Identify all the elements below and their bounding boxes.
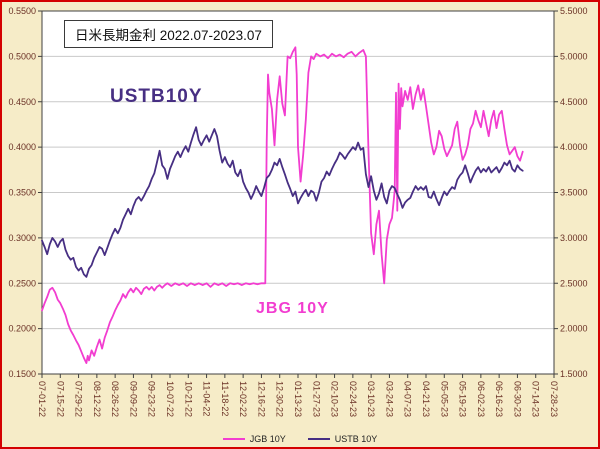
x-axis-label: 09-23-22: [147, 381, 157, 417]
left-axis-label: 0.4500: [8, 97, 36, 107]
jgb-annotation: JBG 10Y: [256, 300, 329, 317]
left-axis-label: 0.2500: [8, 278, 36, 288]
right-axis-label: 4.0000: [560, 142, 588, 152]
x-axis-label: 04-07-23: [403, 381, 413, 417]
x-axis-label: 12-02-22: [238, 381, 248, 417]
chart-title: 日米長期金利 2022.07-2023.07: [75, 28, 262, 43]
right-axis-label: 2.5000: [560, 278, 588, 288]
x-axis-label: 12-16-22: [256, 381, 266, 417]
legend-item-jgb: JGB 10Y: [222, 434, 286, 444]
x-axis-label: 01-27-23: [311, 381, 321, 417]
x-axis-label: 06-30-23: [512, 381, 522, 417]
x-axis-label: 02-24-23: [348, 381, 358, 417]
x-axis-label: 08-26-22: [110, 381, 120, 417]
legend-label-jgb: JGB 10Y: [249, 434, 286, 444]
x-axis-label: 07-28-23: [549, 381, 559, 417]
x-axis-label: 10-07-22: [165, 381, 175, 417]
right-axis-label: 5.0000: [560, 51, 588, 61]
x-axis-label: 07-01-22: [37, 381, 47, 417]
x-axis-label: 06-16-23: [494, 381, 504, 417]
left-axis-label: 0.2000: [8, 324, 36, 334]
x-axis-label: 11-04-22: [202, 381, 212, 416]
left-axis-label: 0.5500: [8, 6, 36, 16]
chart-legend: JGB 10Y USTB 10Y: [2, 434, 598, 444]
left-axis-label: 0.4000: [8, 142, 36, 152]
legend-label-ustb: USTB 10Y: [334, 434, 378, 444]
x-axis-label: 10-21-22: [183, 381, 193, 417]
left-axis-label: 0.3000: [8, 233, 36, 243]
x-axis-label: 09-09-22: [128, 381, 138, 417]
x-axis-label: 07-15-22: [55, 381, 65, 417]
x-axis-label: 07-29-22: [74, 381, 84, 417]
x-axis-label: 04-21-23: [421, 381, 431, 417]
x-axis-label: 12-30-22: [275, 381, 285, 417]
x-axis-label: 05-05-23: [439, 381, 449, 417]
x-axis-label: 01-13-23: [293, 381, 303, 417]
x-axis-label: 03-24-23: [384, 381, 394, 417]
x-axis-label: 03-10-23: [366, 381, 376, 417]
x-axis-label: 11-18-22: [220, 381, 230, 416]
ustb-annotation: USTB10Y: [110, 86, 203, 107]
x-axis-label: 05-19-23: [458, 381, 468, 417]
x-axis-label: 02-10-23: [330, 381, 340, 417]
x-axis-label: 07-14-23: [531, 381, 541, 417]
legend-swatch-jgb: [222, 438, 245, 440]
right-axis-label: 5.5000: [560, 6, 588, 16]
right-axis-label: 3.0000: [560, 233, 588, 243]
left-axis-label: 0.5000: [8, 51, 36, 61]
x-axis-label: 08-12-22: [92, 381, 102, 417]
legend-item-ustb: USTB 10Y: [307, 434, 378, 444]
left-axis-label: 0.1500: [8, 369, 36, 379]
right-axis-label: 2.0000: [560, 324, 588, 334]
x-axis-label: 06-02-23: [476, 381, 486, 417]
right-axis-label: 1.5000: [560, 369, 588, 379]
right-axis-label: 4.5000: [560, 97, 588, 107]
right-axis-label: 3.5000: [560, 188, 588, 198]
series-line-ustb-10y: [41, 126, 524, 278]
series-line-jgb-10y: [41, 46, 524, 365]
legend-swatch-ustb: [307, 438, 330, 440]
chart-title-box: 日米長期金利 2022.07-2023.07: [64, 20, 273, 48]
left-axis-label: 0.3500: [8, 188, 36, 198]
